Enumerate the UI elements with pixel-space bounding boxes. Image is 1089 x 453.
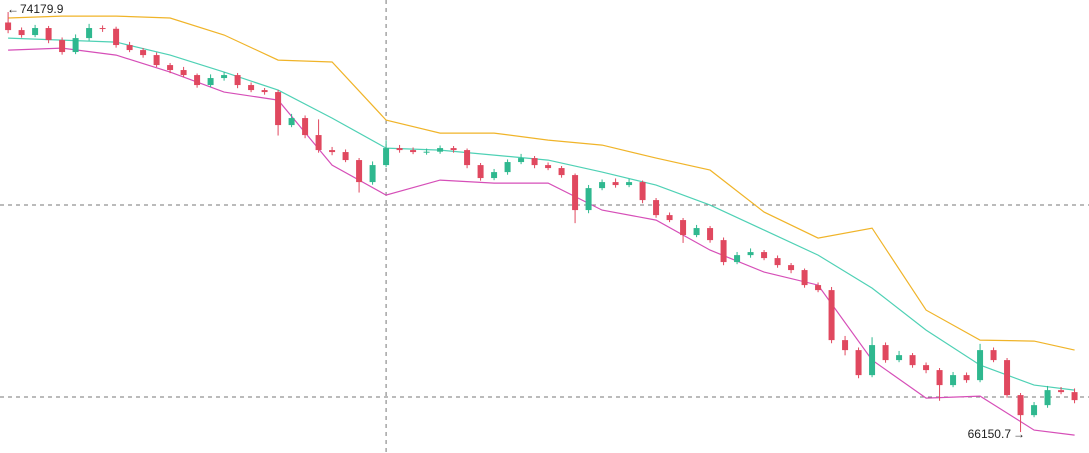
candle-body xyxy=(369,165,376,183)
candle-body xyxy=(383,148,390,166)
candle-body xyxy=(1044,390,1051,406)
candle-body xyxy=(491,172,498,179)
arrow-right: → xyxy=(1013,427,1025,441)
candle-body xyxy=(342,152,349,161)
candle-body xyxy=(720,240,727,263)
candle-body xyxy=(599,182,606,189)
candle-body xyxy=(504,162,511,173)
candle-body xyxy=(774,258,781,266)
candle-body xyxy=(909,355,916,366)
candle-body xyxy=(45,28,52,41)
candle-body xyxy=(140,50,147,56)
candle-body xyxy=(288,118,295,126)
candle-body xyxy=(585,188,592,211)
band-line xyxy=(8,47,1075,436)
candle-body xyxy=(666,215,673,221)
candle-body xyxy=(315,135,322,151)
candle-body xyxy=(977,350,984,381)
arrow-left: ← xyxy=(7,2,19,16)
candle-body xyxy=(761,252,768,259)
candle-body xyxy=(261,90,268,93)
candle-body xyxy=(950,375,957,386)
candle-body xyxy=(59,40,66,53)
candle-body xyxy=(936,370,943,386)
candle-body xyxy=(356,160,363,183)
candle-body xyxy=(207,78,214,86)
candle-body xyxy=(1004,360,1011,396)
candle-body xyxy=(558,168,565,176)
band-line xyxy=(8,15,1075,351)
candle-body xyxy=(437,148,444,152)
low-label: 66150.7 xyxy=(968,427,1012,441)
candle-body xyxy=(653,200,660,216)
candle-body xyxy=(639,182,646,201)
candle-body xyxy=(423,151,430,153)
candle-body xyxy=(464,150,471,166)
candle-body xyxy=(167,65,174,71)
candle-body xyxy=(302,118,309,136)
candle-body xyxy=(32,28,39,36)
candle-body xyxy=(747,252,754,256)
candle-body xyxy=(153,55,160,66)
candle-body xyxy=(626,182,633,186)
candle-body xyxy=(990,350,997,361)
candle-body xyxy=(1017,395,1024,416)
candle-body xyxy=(896,355,903,361)
candle-body xyxy=(234,75,241,86)
candle-body xyxy=(869,345,876,376)
candle-body xyxy=(221,75,228,79)
candle-body xyxy=(545,165,552,169)
candle-body xyxy=(180,70,187,76)
candle-body xyxy=(18,30,25,36)
candle-body xyxy=(1031,405,1038,416)
candle-body xyxy=(194,75,201,86)
candle-body xyxy=(572,175,579,211)
candle-body xyxy=(518,158,525,163)
candle-body xyxy=(450,148,457,151)
candle-body xyxy=(275,92,282,126)
candle-body xyxy=(531,158,538,166)
candle-body xyxy=(329,150,336,153)
candle-body xyxy=(680,220,687,236)
candle-body xyxy=(693,228,700,236)
candle-body xyxy=(963,375,970,381)
candle-body xyxy=(248,85,255,91)
candle-body xyxy=(99,28,106,30)
candle-body xyxy=(842,340,849,351)
candle-body xyxy=(788,265,795,271)
high-label: 74179.9 xyxy=(20,2,64,16)
candle-body xyxy=(396,148,403,151)
candle-body xyxy=(410,150,417,153)
candle-body xyxy=(707,228,714,241)
candle-body xyxy=(734,255,741,263)
candle-body xyxy=(882,345,889,361)
candle-body xyxy=(828,290,835,341)
candle-body xyxy=(1071,392,1078,401)
candle-body xyxy=(113,28,120,46)
candle-body xyxy=(855,350,862,376)
candle-body xyxy=(477,165,484,179)
candle-body xyxy=(801,270,808,286)
band-line xyxy=(8,37,1075,391)
candle-body xyxy=(126,45,133,51)
candle-body xyxy=(612,182,619,186)
candle-body xyxy=(815,285,822,291)
candle-body xyxy=(86,28,93,39)
candle-body xyxy=(923,365,930,371)
candle-body xyxy=(72,38,79,53)
candle-body xyxy=(5,22,12,31)
candle-body xyxy=(1058,390,1065,393)
